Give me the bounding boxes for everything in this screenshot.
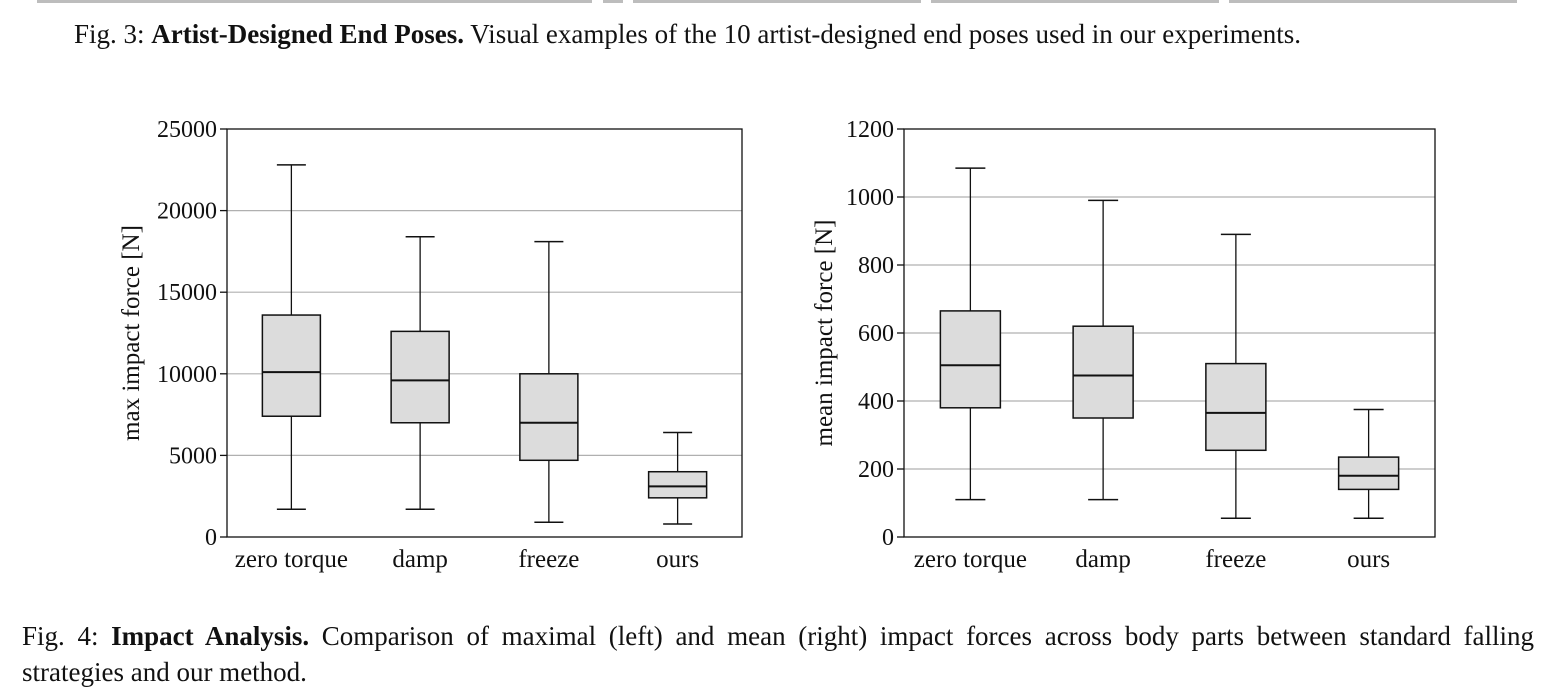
y-tick-label: 0 [205, 525, 217, 551]
y-tick-label: 25000 [157, 117, 217, 143]
box-0 [939, 310, 1002, 409]
plot-frame [226, 128, 743, 538]
x-tick-label: damp [392, 546, 448, 573]
y-axis-label: mean impact force [N] [811, 220, 838, 447]
figure-4-title: Impact Analysis. [111, 621, 310, 651]
y-tick-label: 400 [858, 389, 894, 415]
y-tick-label: 10000 [157, 362, 217, 388]
y-tick-label: 1000 [846, 185, 894, 211]
y-tick-label: 15000 [157, 280, 217, 306]
box-2 [1205, 362, 1267, 452]
figure-4-caption: Fig. 4: Impact Analysis. Comparison of m… [22, 618, 1534, 690]
y-tick-label: 0 [882, 525, 894, 551]
figure-3-label: Fig. 3: [74, 19, 152, 49]
y-tick-label: 20000 [157, 199, 217, 225]
y-tick-label: 800 [858, 253, 894, 279]
figure-3-caption: Fig. 3: Artist-Designed End Poses. Visua… [74, 16, 1534, 52]
max-impact-force-boxplot: 0 5000 10000 15000 20000 25000 max impact forc… [118, 117, 743, 573]
y-axis-label: max impact force [N] [118, 225, 145, 441]
box-1 [390, 330, 450, 424]
box-3 [647, 470, 708, 499]
x-tick-label: damp [1075, 546, 1131, 573]
box-0 [261, 314, 322, 417]
previous-figure-edge [0, 0, 1554, 4]
box-1 [1072, 325, 1134, 419]
figure-3-text: Visual examples of the 10 artist-designe… [464, 19, 1301, 49]
figure-3-title: Artist-Designed End Poses. [151, 19, 465, 49]
x-tick-label: ours [1347, 546, 1390, 573]
y-tick-label: 5000 [169, 443, 217, 469]
mean-impact-force-boxplot: 0 200 400 600 800 1000 1200 mean impact force [… [811, 117, 1436, 573]
figure-4-label: Fig. 4: [22, 621, 112, 651]
y-tick-label: 1200 [846, 117, 894, 143]
x-tick-label: zero torque [235, 546, 348, 573]
x-tick-label: zero torque [914, 546, 1027, 573]
box-3 [1337, 456, 1400, 491]
y-tick-label: 600 [858, 321, 894, 347]
x-tick-label: freeze [1205, 546, 1266, 573]
box-2 [519, 373, 579, 462]
y-tick-label: 200 [858, 457, 894, 483]
x-tick-label: ours [656, 546, 699, 573]
figure-4-text: Comparison of maximal (left) and mean (r… [22, 621, 1534, 687]
x-tick-label: freeze [518, 546, 579, 573]
